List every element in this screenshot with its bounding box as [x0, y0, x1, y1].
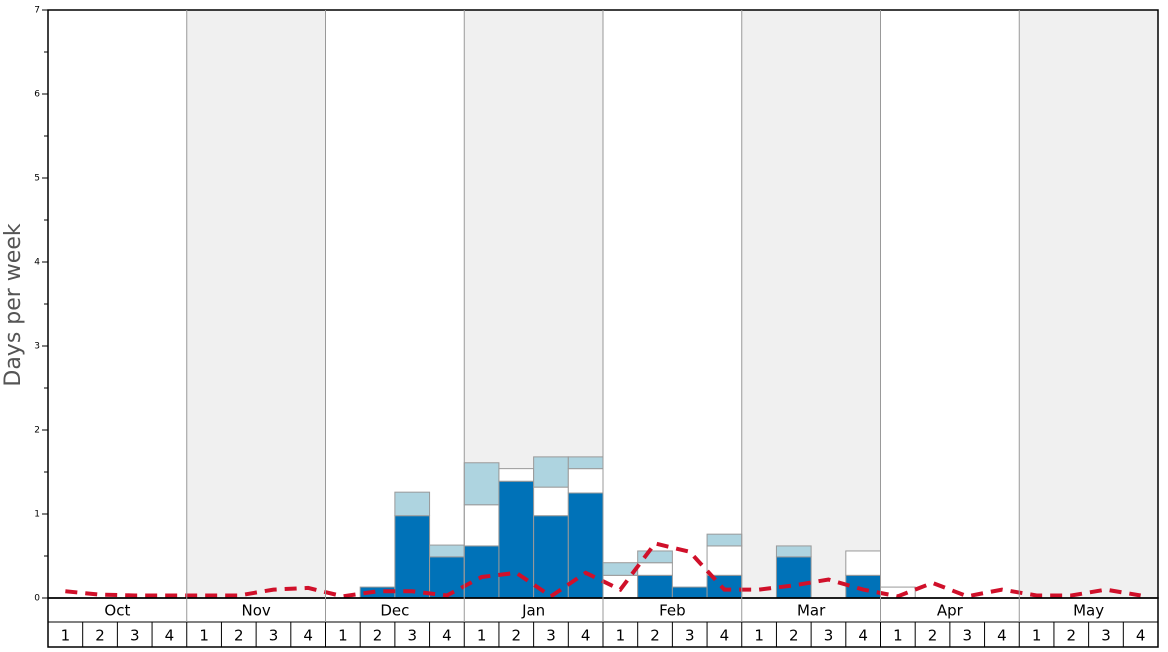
bar-segment — [671, 586, 708, 599]
bar-segment — [637, 562, 673, 576]
x-tick-label: 4 — [858, 627, 868, 645]
month-label: Dec — [380, 602, 409, 620]
bar-segment — [429, 556, 465, 599]
x-tick-label: 2 — [789, 627, 799, 645]
bar-segment — [533, 515, 569, 599]
x-tick-label: 3 — [269, 627, 279, 645]
x-tick-label: 3 — [685, 627, 695, 645]
bar-segment — [567, 456, 604, 470]
x-tick-label: 1 — [338, 627, 348, 645]
x-tick-label: 3 — [130, 627, 140, 645]
x-tick-label: 3 — [407, 627, 417, 645]
x-tick-label: 3 — [824, 627, 834, 645]
x-tick-label: 4 — [997, 627, 1007, 645]
bar-segment — [463, 504, 500, 547]
x-tick-label: 4 — [1136, 627, 1146, 645]
x-tick-label: 4 — [442, 627, 452, 645]
month-shade — [1019, 10, 1158, 598]
y-tick-label: 0 — [34, 594, 40, 604]
x-tick-label: 1 — [61, 627, 71, 645]
x-tick-label: 2 — [234, 627, 244, 645]
x-tick-label: 4 — [720, 627, 730, 645]
x-tick-label: 2 — [928, 627, 938, 645]
month-shade — [741, 10, 881, 598]
x-tick-label: 4 — [581, 627, 591, 645]
month-label: Nov — [241, 602, 270, 620]
month-label: Apr — [937, 602, 964, 620]
bar-segment — [706, 545, 743, 576]
x-tick-label: 2 — [512, 627, 522, 645]
x-tick-label: 1 — [477, 627, 487, 645]
y-tick-label: 7 — [34, 6, 40, 16]
bar-segment — [394, 515, 431, 599]
bar-segment — [429, 544, 465, 558]
y-tick-label: 4 — [34, 258, 40, 268]
bar-segment — [533, 486, 569, 517]
x-tick-label: 1 — [893, 627, 903, 645]
x-tick-label: 1 — [1032, 627, 1042, 645]
y-tick-label: 5 — [34, 174, 40, 184]
bar-segment — [567, 468, 604, 494]
month-label: Feb — [659, 602, 686, 620]
bar-segment — [498, 480, 535, 599]
x-tick-label: 4 — [303, 627, 313, 645]
x-tick-label: 1 — [199, 627, 209, 645]
bar-segment — [637, 574, 673, 599]
x-tick-label: 2 — [373, 627, 383, 645]
x-tick-label: 3 — [1101, 627, 1111, 645]
bar-segment — [845, 550, 881, 576]
x-tick-label: 2 — [95, 627, 105, 645]
y-tick-label: 2 — [34, 426, 40, 436]
month-label: May — [1073, 602, 1104, 620]
month-label: Jan — [521, 602, 545, 620]
bar-segment — [533, 456, 569, 488]
x-tick-label: 1 — [754, 627, 764, 645]
x-tick-label: 3 — [546, 627, 556, 645]
bar-segment — [775, 545, 812, 558]
bar-segment — [637, 550, 673, 564]
bar-segment — [775, 556, 812, 599]
bar-segment — [706, 533, 743, 547]
y-axis-label: Days per week — [1, 223, 26, 386]
y-tick-label: 1 — [34, 510, 40, 520]
month-shade — [186, 10, 326, 598]
x-tick-label: 1 — [616, 627, 626, 645]
month-label: Mar — [797, 602, 826, 620]
bar-segment — [498, 468, 535, 482]
x-tick-label: 4 — [165, 627, 175, 645]
bar-segment — [845, 574, 881, 599]
bar-segment — [463, 462, 500, 506]
x-tick-label: 2 — [1067, 627, 1077, 645]
y-tick-label: 3 — [34, 342, 40, 352]
x-tick-label: 2 — [650, 627, 660, 645]
month-label: Oct — [104, 602, 130, 620]
y-tick-label: 6 — [34, 90, 40, 100]
bar-segment — [463, 545, 500, 599]
x-tick-label: 3 — [962, 627, 972, 645]
bar-segment — [394, 491, 431, 517]
